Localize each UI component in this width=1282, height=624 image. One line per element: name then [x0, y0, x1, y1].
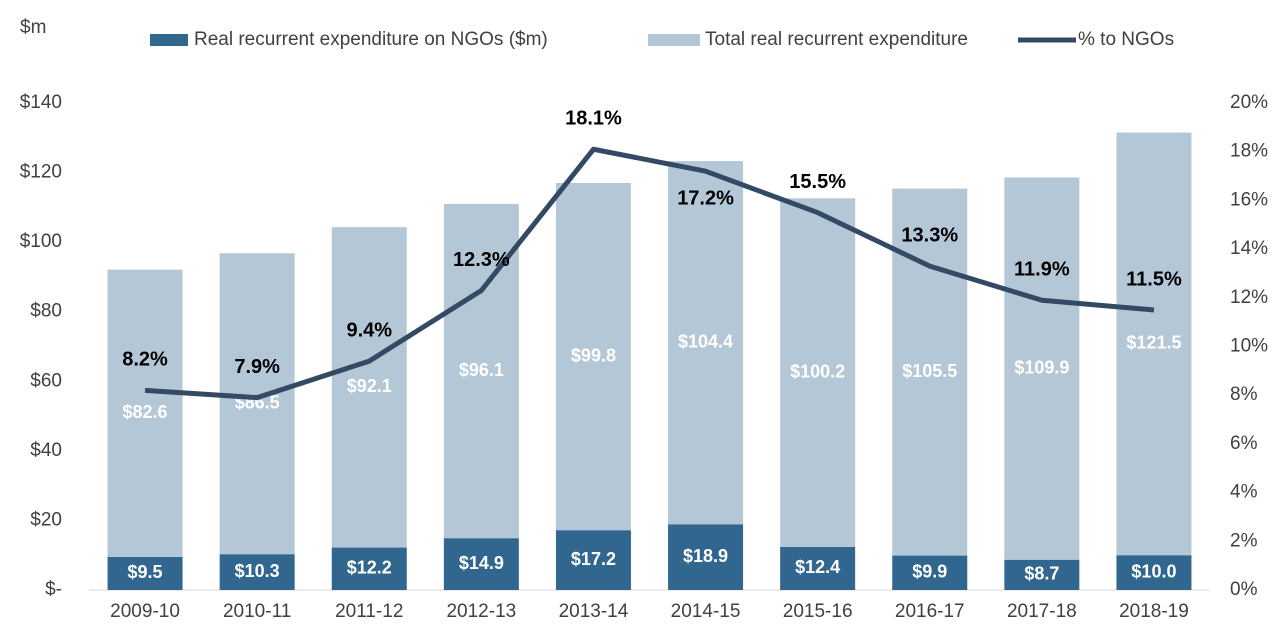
line-label: 11.5% [1126, 268, 1182, 290]
line-label: 12.3% [453, 249, 510, 271]
x-tick-label: 2010-11 [223, 601, 291, 622]
bar-label: $82.6 [123, 402, 168, 422]
x-tick-label: 2013-14 [559, 601, 629, 622]
bar-label: $8.7 [1024, 564, 1059, 584]
y-tick-label: $40 [30, 440, 62, 461]
bar [1116, 132, 1192, 556]
bar-label: $104.4 [678, 331, 733, 351]
bar-label: $105.5 [902, 361, 957, 381]
bar-label: $12.4 [795, 557, 840, 577]
legend-label: % to NGOs [1078, 29, 1174, 50]
line-label: 11.9% [1014, 259, 1070, 281]
bar [331, 547, 407, 590]
bar-label: $10.0 [1131, 561, 1176, 581]
bar-label: $92.1 [347, 376, 392, 396]
x-tick-label: 2014-15 [671, 601, 741, 622]
bar [331, 227, 407, 548]
y-tick-label: $20 [30, 509, 62, 530]
y2-tick-label: 18% [1230, 141, 1268, 162]
line-label: 17.2% [677, 187, 734, 209]
line-label: 15.5% [789, 171, 846, 193]
y-axis-label: $m [20, 17, 46, 38]
bar-label: $121.5 [1126, 333, 1181, 353]
bar [443, 538, 519, 590]
bar [892, 188, 968, 556]
y-tick-label: $80 [30, 301, 62, 322]
bar-label: $17.2 [571, 549, 616, 569]
bar [107, 556, 183, 590]
bar-label: $9.5 [128, 562, 163, 582]
bar-label: $10.3 [235, 561, 280, 581]
line-label: 9.4% [346, 319, 392, 341]
x-tick-label: 2015-16 [783, 601, 853, 622]
y2-tick-label: 0% [1230, 579, 1258, 600]
y-tick-label: $60 [30, 370, 62, 391]
bar-label: $96.1 [459, 360, 504, 380]
bar [219, 554, 295, 590]
bar-label: $99.8 [571, 345, 616, 365]
y-tick-label: $100 [20, 231, 62, 252]
y-tick-label: $140 [20, 92, 62, 113]
bar [780, 546, 856, 590]
bar [107, 269, 183, 557]
bar-label: $100.2 [790, 361, 845, 381]
legend-swatch [648, 34, 700, 46]
y2-tick-label: 4% [1230, 482, 1258, 503]
x-tick-label: 2017-18 [1007, 601, 1077, 622]
y-tick-label: $- [45, 579, 62, 600]
x-tick-label: 2012-13 [446, 601, 516, 622]
y2-tick-label: 12% [1230, 287, 1268, 308]
bar [1116, 555, 1192, 590]
bar-label: $18.9 [683, 546, 728, 566]
bar [892, 555, 968, 590]
legend-label: Real recurrent expenditure on NGOs ($m) [194, 29, 548, 50]
y2-tick-label: 16% [1230, 189, 1268, 210]
bar [1004, 177, 1080, 560]
bar [219, 253, 295, 555]
y2-tick-label: 2% [1230, 530, 1258, 551]
x-tick-label: 2011-12 [335, 601, 403, 622]
x-tick-label: 2016-17 [895, 601, 965, 622]
bar-label: $109.9 [1014, 357, 1069, 377]
bar [1004, 559, 1080, 590]
y2-tick-label: 20% [1230, 92, 1268, 113]
bar [555, 530, 631, 590]
bar [668, 524, 744, 590]
bar-label: $12.2 [347, 558, 392, 578]
x-tick-label: 2018-19 [1119, 601, 1189, 622]
y2-tick-label: 14% [1230, 238, 1268, 259]
bar-label: $9.9 [912, 562, 947, 582]
y2-tick-label: 10% [1230, 336, 1268, 357]
bar [555, 183, 631, 531]
bar [780, 198, 856, 547]
line-label: 8.2% [122, 349, 168, 371]
x-tick-label: 2009-10 [110, 601, 180, 622]
y2-tick-label: 6% [1230, 433, 1258, 454]
legend-swatch [150, 34, 188, 46]
legend-label: Total real recurrent expenditure [705, 29, 968, 50]
line-label: 7.9% [234, 356, 280, 378]
bar-label: $14.9 [459, 553, 504, 573]
line-label: 13.3% [901, 224, 958, 246]
y-tick-label: $120 [20, 162, 62, 183]
y2-tick-label: 8% [1230, 384, 1258, 405]
bar [668, 161, 744, 525]
line [144, 146, 1155, 401]
line-label: 18.1% [565, 108, 622, 130]
